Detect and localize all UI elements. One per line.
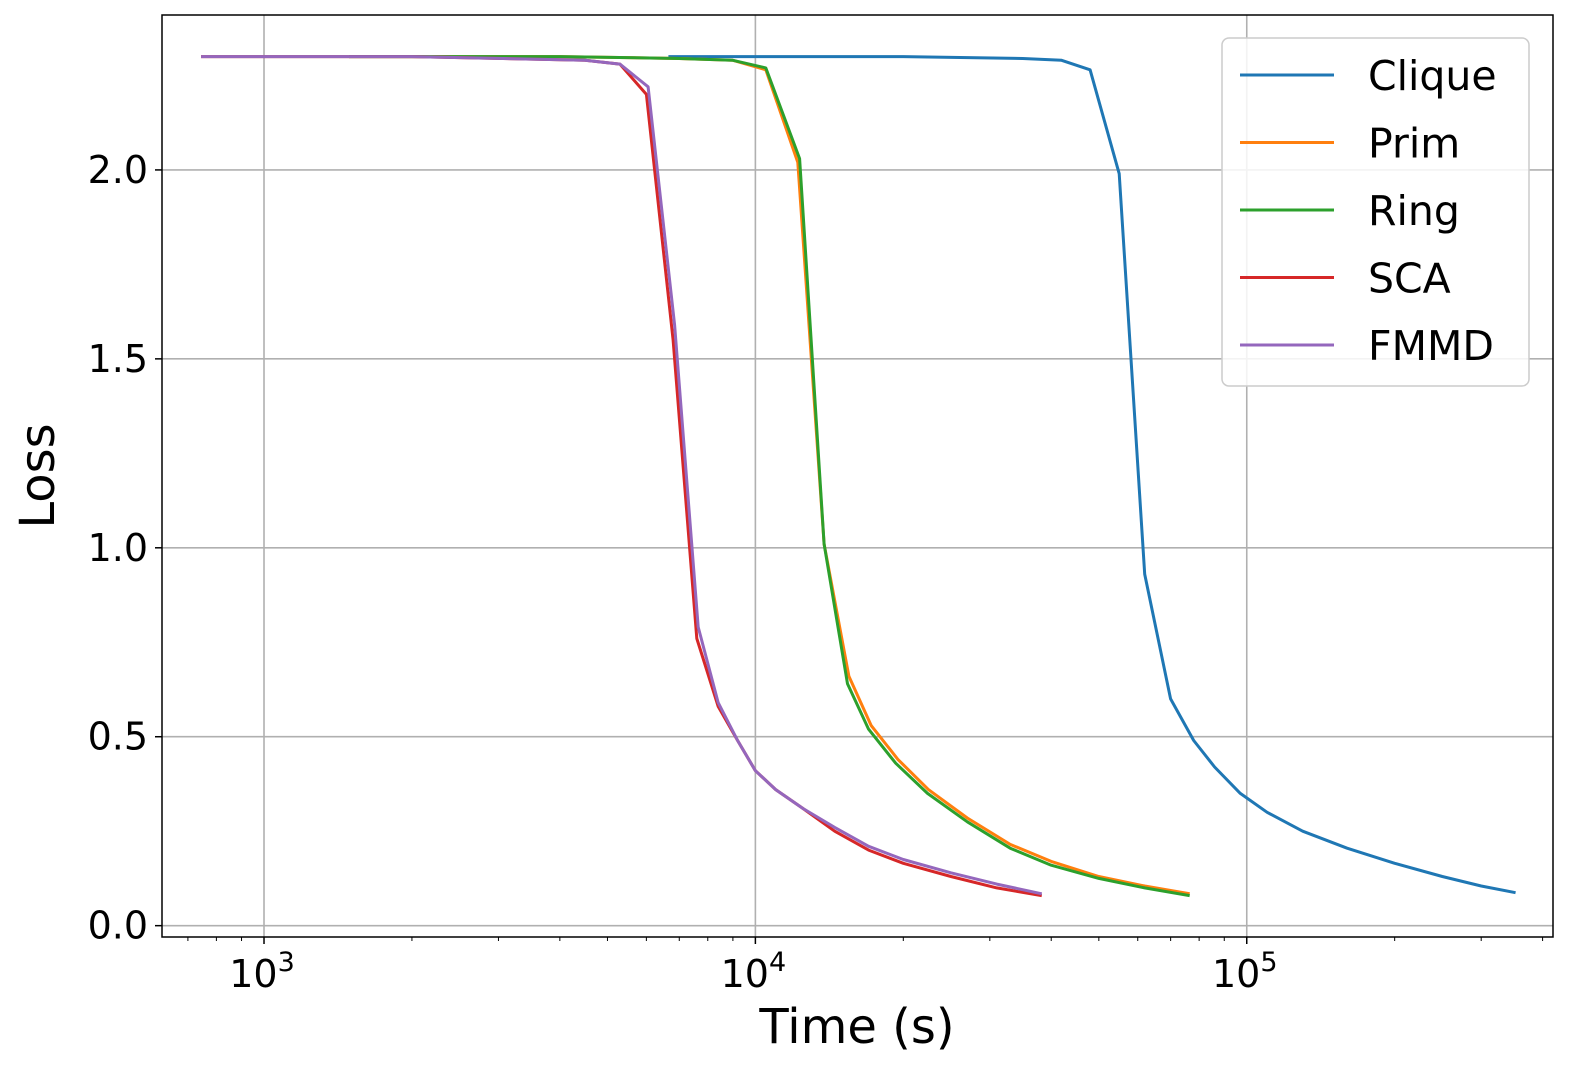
series-lines	[201, 55, 1516, 898]
series-line-ring	[349, 55, 1190, 898]
y-tick-label: 0.0	[88, 904, 148, 948]
legend-label-prim: Prim	[1368, 120, 1460, 168]
legend-label-fmmd: FMMD	[1368, 322, 1494, 370]
series-line-clique	[668, 55, 1516, 895]
x-tick-label-exponent: 5	[1260, 947, 1277, 978]
legend-label-clique: Clique	[1368, 52, 1497, 100]
series-line-fmmd	[201, 55, 1043, 896]
x-tick-label-base: 10	[229, 952, 277, 996]
legend-box	[1221, 37, 1530, 387]
y-tick-label: 2.0	[88, 148, 148, 192]
y-tick-label: 1.5	[88, 337, 148, 381]
x-tick-label: 105	[1212, 947, 1278, 996]
x-tick-label-exponent: 4	[769, 947, 786, 978]
x-tick-label: 103	[229, 947, 295, 996]
legend-label-ring: Ring	[1368, 187, 1460, 235]
legend: Clique Prim Ring SCA FMMD	[1221, 37, 1530, 387]
x-tick-label-exponent: 3	[278, 947, 295, 978]
x-tick-label-base: 10	[721, 952, 769, 996]
x-axis-label: Time (s)	[758, 999, 954, 1055]
y-axis-label: Loss	[10, 423, 66, 528]
x-tick-label-base: 10	[1212, 952, 1260, 996]
x-tick-label: 104	[721, 947, 787, 996]
y-tick-label: 0.5	[88, 715, 148, 759]
legend-label-sca: SCA	[1368, 255, 1451, 303]
y-tick-label: 1.0	[88, 526, 148, 570]
plot-area-frame	[161, 14, 1554, 938]
